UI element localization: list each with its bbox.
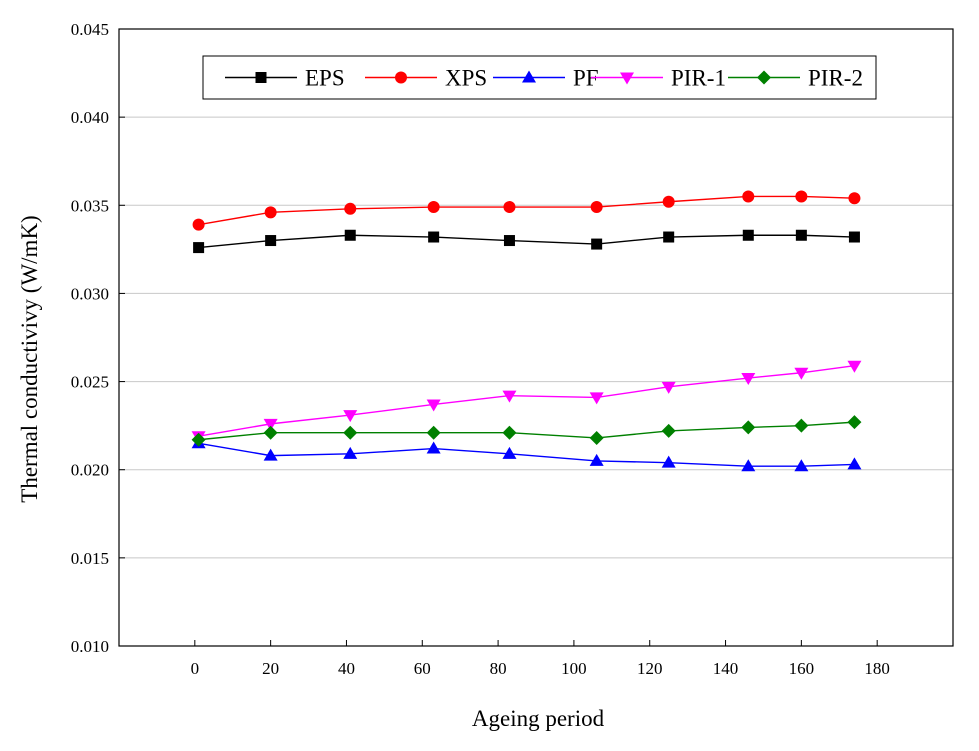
x-tick-label: 100 xyxy=(561,659,587,678)
data-point-pir-2 xyxy=(589,430,604,445)
data-point-pir-1 xyxy=(741,373,756,386)
x-tick-label: 20 xyxy=(262,659,279,678)
legend-entry-xps: XPS xyxy=(365,66,487,91)
y-tick-label: 0.015 xyxy=(71,549,109,568)
data-point-xps xyxy=(344,202,357,215)
data-point-pir-1 xyxy=(847,360,862,373)
data-point-pf xyxy=(661,455,676,468)
data-point-xps xyxy=(848,192,861,205)
data-point-eps xyxy=(848,231,860,243)
data-point-pir-2 xyxy=(191,432,206,447)
data-point-pir-1 xyxy=(263,418,278,431)
x-tick-label: 180 xyxy=(864,659,890,678)
axes: 0.010 0.015 0.020 0.025 0.030 0.035 0.040 0.045… xyxy=(71,20,954,678)
legend-marker xyxy=(395,71,407,84)
x-tick-label: 140 xyxy=(713,659,739,678)
gridlines xyxy=(119,116,953,559)
data-point-eps xyxy=(663,231,675,243)
legend-marker xyxy=(757,70,771,85)
data-point-eps xyxy=(193,242,205,254)
y-tick-label: 0.025 xyxy=(71,373,109,392)
plot-frame xyxy=(118,28,954,647)
data-point-eps xyxy=(428,231,440,243)
x-tick-label: 60 xyxy=(414,659,431,678)
y-tick-label: 0.045 xyxy=(71,20,109,39)
legend-entry-pir-1: PIR-1 xyxy=(591,66,726,91)
data-point-pir-1 xyxy=(502,390,517,403)
y-axis-title: Thermal conductivivy (W/mK) xyxy=(17,215,42,502)
data-point-pir-2 xyxy=(343,425,358,440)
data-point-pir-2 xyxy=(263,425,278,440)
x-tick-label: 80 xyxy=(490,659,507,678)
legend-label: EPS xyxy=(305,66,345,91)
data-point-pf xyxy=(263,448,278,461)
legend-entry-eps: EPS xyxy=(225,66,345,91)
data-point-xps xyxy=(264,206,277,219)
data-point-eps xyxy=(795,229,807,241)
series-line-xps xyxy=(198,195,855,226)
data-point-xps xyxy=(590,201,603,214)
x-tick-label: 160 xyxy=(789,659,815,678)
y-tick-label: 0.035 xyxy=(71,196,109,215)
data-point-eps xyxy=(742,229,754,241)
data-point-pf xyxy=(847,457,862,470)
data-point-pir-1 xyxy=(343,410,358,423)
data-point-xps xyxy=(192,218,205,231)
legend-marker xyxy=(522,70,536,83)
data-point-pf xyxy=(741,459,756,472)
series-xps xyxy=(192,190,861,231)
legend-label: PIR-2 xyxy=(808,66,863,91)
data-point-pir-1 xyxy=(589,392,604,405)
y-tick-label: 0.010 xyxy=(71,637,109,656)
data-point-pir-2 xyxy=(426,425,441,440)
data-point-xps xyxy=(742,190,755,203)
data-point-pir-2 xyxy=(794,418,809,433)
data-point-pf xyxy=(589,453,604,466)
series-line-pir-1 xyxy=(198,365,855,437)
data-point-pir-2 xyxy=(502,425,517,440)
data-point-pir-2 xyxy=(847,415,862,430)
data-point-xps xyxy=(795,190,808,203)
data-point-xps xyxy=(503,201,516,214)
data-point-pir-1 xyxy=(426,399,441,412)
data-point-pf xyxy=(794,459,809,472)
data-point-xps xyxy=(427,201,440,214)
legend-label: PIR-1 xyxy=(671,66,726,91)
x-tick-label: 120 xyxy=(637,659,663,678)
series-lines xyxy=(191,190,862,472)
series-pir-1 xyxy=(191,360,862,444)
data-point-pf xyxy=(502,446,517,459)
y-tick-label: 0.020 xyxy=(71,461,109,480)
legend-entry-pir-2: PIR-2 xyxy=(728,66,863,91)
series-pf xyxy=(191,436,862,472)
series-pir-2 xyxy=(191,415,862,447)
data-point-pir-2 xyxy=(741,420,756,435)
y-tick-label: 0.040 xyxy=(71,108,109,127)
x-axis-title: Ageing period xyxy=(472,706,605,731)
data-point-eps xyxy=(503,235,515,247)
data-point-pf xyxy=(426,441,441,454)
data-point-xps xyxy=(662,195,675,208)
x-tick-label: 0 xyxy=(191,659,200,678)
data-point-eps xyxy=(344,229,356,241)
series-eps xyxy=(193,229,860,254)
legend: EPS XPS PF PIR-1 PIR-2 xyxy=(202,55,877,100)
series-line-eps xyxy=(198,234,855,249)
y-tick-label: 0.030 xyxy=(71,284,109,303)
data-point-eps xyxy=(265,235,277,247)
data-point-pir-1 xyxy=(661,381,676,394)
x-tick-label: 40 xyxy=(338,659,355,678)
series-line-pf xyxy=(198,442,855,467)
legend-marker xyxy=(620,72,634,85)
series-line-pir-2 xyxy=(198,421,855,441)
data-point-eps xyxy=(591,238,603,250)
data-point-pf xyxy=(343,446,358,459)
data-point-pir-2 xyxy=(661,423,676,438)
legend-label: XPS xyxy=(445,66,487,91)
data-point-pir-1 xyxy=(794,367,809,380)
legend-marker xyxy=(255,72,267,83)
